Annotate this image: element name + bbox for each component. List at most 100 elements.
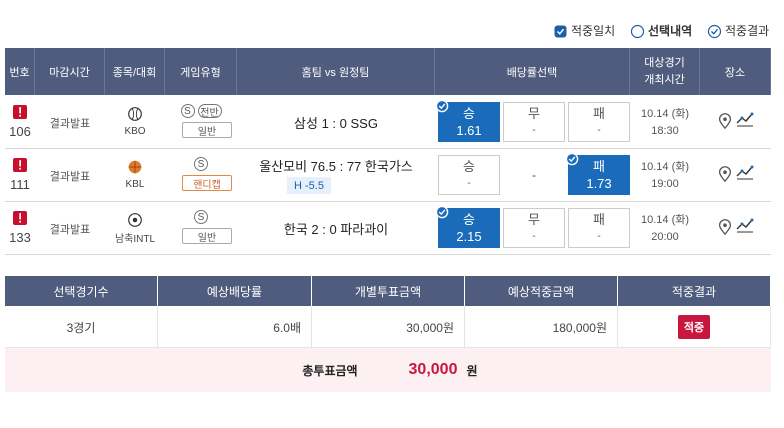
legend-icon-svg <box>707 24 722 39</box>
summary-cell: 적중 <box>618 306 771 348</box>
total-label: 총투표금액 <box>302 363 358 378</box>
alert-mark <box>13 158 27 172</box>
match: 삼성 1 : 0 SSG <box>294 116 378 131</box>
place-icon-svg <box>718 166 732 183</box>
odds-button[interactable]: 승 1.61 <box>438 102 500 142</box>
odds-label: 승 <box>463 159 475 174</box>
game-date: 10.14 (화) <box>640 214 690 226</box>
header-cell: 종목/대회 <box>105 48 165 95</box>
odds-button[interactable]: 승- <box>438 155 500 195</box>
odds-label: 패 <box>593 106 605 121</box>
legend-icon <box>630 24 645 39</box>
sport-icon <box>126 211 144 229</box>
close-time: 결과발표 <box>49 223 91 236</box>
sport-icon-svg <box>128 160 142 174</box>
odds-value: - <box>597 125 601 136</box>
odds-value: 2.15 <box>456 229 482 244</box>
game-date: 10.14 (화) <box>640 161 690 173</box>
game-time: 18:30 <box>651 125 679 137</box>
odds-value: - <box>597 231 601 242</box>
legend-label: 적중일치 <box>571 24 616 38</box>
game-number: 111 <box>10 176 30 192</box>
row <box>5 96 771 149</box>
odds-value: - <box>467 178 471 189</box>
odds-value: 1.73 <box>586 176 612 191</box>
summary-header: 예상배당률 <box>158 276 312 306</box>
alert-mark <box>13 105 27 119</box>
header-cell: 배당률선택 <box>435 48 630 95</box>
selected-check-svg <box>565 152 579 166</box>
odds-value: 1.61 <box>456 123 482 138</box>
close-time: 결과발표 <box>49 170 91 183</box>
odds-button[interactable]: 패- <box>568 102 630 142</box>
place-icon <box>716 112 734 130</box>
place-icon-svg <box>718 219 732 236</box>
row <box>5 202 771 255</box>
selected-check <box>565 152 579 166</box>
place-icon-svg <box>718 113 732 130</box>
row <box>5 149 771 202</box>
close-time: 결과발표 <box>49 117 91 130</box>
header-cell: 게임유형 <box>165 48 237 95</box>
legend-icon <box>707 24 722 39</box>
selected-check-svg <box>435 99 449 113</box>
sport-icon-svg <box>128 107 142 121</box>
stats-icon <box>735 216 755 236</box>
odds-label: 무 <box>528 106 540 121</box>
odds-button[interactable]: 무- <box>503 102 565 142</box>
odds-value: - <box>532 125 536 136</box>
league: 남축INTL <box>114 233 156 245</box>
odds-button[interactable]: 승 2.15 <box>438 208 500 248</box>
odds-label: 패 <box>593 159 605 174</box>
odds-value: - <box>532 168 536 182</box>
summary-value: 30,000원 <box>312 306 465 348</box>
legend-label: 적중결과 <box>725 24 770 38</box>
header-line: 개최시간 <box>644 73 685 86</box>
stats-icon-svg <box>736 218 754 233</box>
summary-value: 180,000원 <box>465 306 618 348</box>
legend-icon <box>553 24 568 39</box>
stats-icon-svg <box>736 112 754 127</box>
game-type: 일반 <box>182 228 232 244</box>
game-number: 106 <box>9 123 31 139</box>
summary-header: 적중결과 <box>618 276 771 306</box>
type-badge: S <box>180 104 195 118</box>
stats-icon <box>735 163 755 183</box>
league: KBO <box>124 125 146 137</box>
sport-icon <box>126 158 144 176</box>
legend-label: 선택내역 <box>648 24 693 38</box>
odds-button[interactable]: 패 1.73 <box>568 155 630 195</box>
total-row <box>5 348 771 392</box>
summary-header: 개별투표금액 <box>312 276 465 306</box>
summary-header: 선택경기수 <box>5 276 158 306</box>
sport-icon-svg <box>128 213 142 227</box>
result-badge: 적중 <box>677 315 711 339</box>
type-badge: S <box>194 210 208 224</box>
header-cell: 장소 <box>700 48 771 95</box>
odds-button[interactable]: 패- <box>568 208 630 248</box>
header-cell: 마감시간 <box>35 48 105 95</box>
match: 한국 2 : 0 파라과이 <box>283 222 389 237</box>
alert-mark-svg <box>19 107 21 117</box>
selected-check <box>435 205 449 219</box>
header-cell: 번호 <box>5 48 35 95</box>
summary-value: 3경기 <box>5 306 158 348</box>
match: 울산모비 76.5 : 77 한국가스 <box>259 158 413 174</box>
header-line: 대상경기 <box>644 56 685 69</box>
stats-icon <box>735 110 755 130</box>
odds-value: - <box>532 231 536 242</box>
handicap: H -5.5 <box>287 177 331 194</box>
selected-check <box>435 99 449 113</box>
odds-label: 패 <box>593 212 605 227</box>
odds-button[interactable]: 무- <box>503 208 565 248</box>
alert-mark-svg <box>19 213 21 223</box>
game-date: 10.14 (화) <box>640 108 690 120</box>
header-cell: 홈팀 vs 원정팀 <box>237 48 435 95</box>
place-icon <box>716 165 734 183</box>
sport-icon <box>126 105 144 123</box>
game-type: 일반 <box>182 122 232 138</box>
stats-icon-svg <box>736 165 754 180</box>
place-icon <box>716 218 734 236</box>
